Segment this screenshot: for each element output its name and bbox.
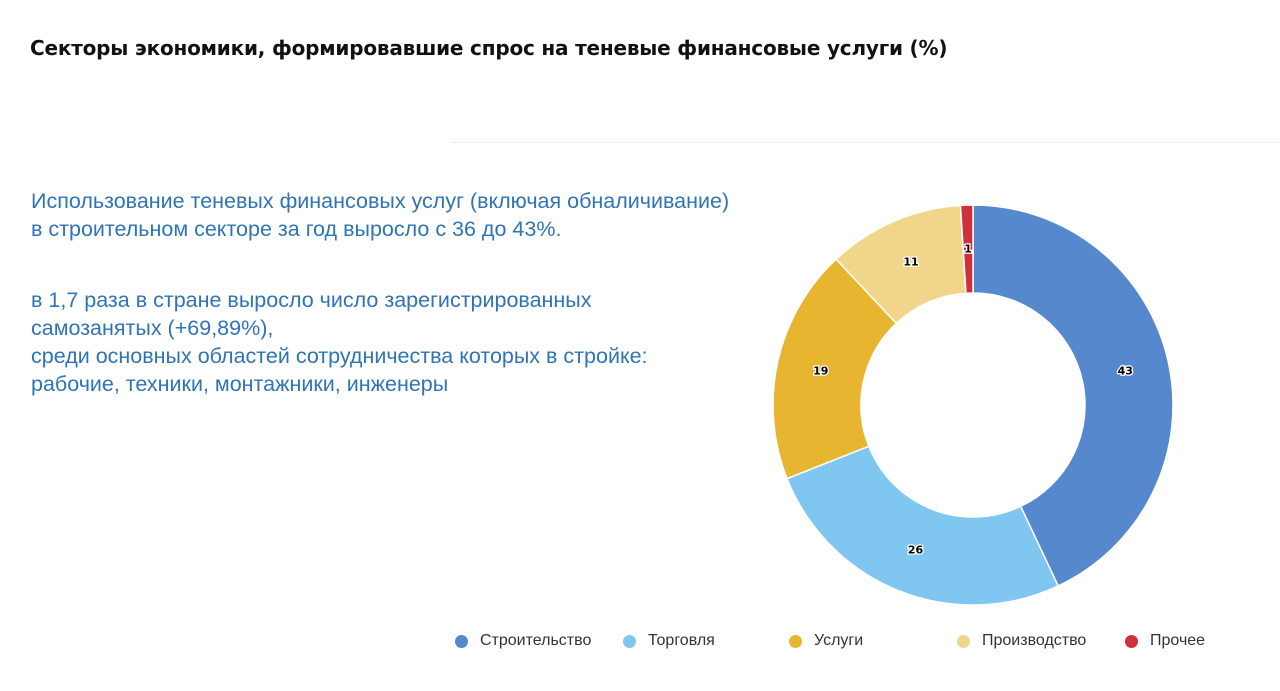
legend-item: Прочее bbox=[1125, 630, 1205, 652]
slice-label: 26 bbox=[908, 544, 924, 557]
slice-1 bbox=[972, 204, 1174, 587]
slice-label: 43 bbox=[1118, 364, 1133, 377]
legend-item: Услуги bbox=[789, 630, 863, 652]
legend-item: Торговля bbox=[623, 630, 715, 652]
legend-dot-icon bbox=[1125, 634, 1138, 648]
legend-label: Торговля bbox=[648, 632, 715, 649]
slice-2 bbox=[786, 445, 1060, 606]
chart-legend: Строительство Торговля Услуги Производство П… bbox=[0, 630, 1280, 654]
text-line: в строительном секторе за год выросло с … bbox=[31, 217, 562, 241]
text-line: среди основных областей сотрудничества к… bbox=[31, 344, 648, 368]
legend-dot-icon bbox=[957, 634, 970, 648]
legend-label: Услуги bbox=[814, 632, 864, 649]
legend-dot-icon bbox=[623, 634, 636, 648]
legend-label: Строительство bbox=[480, 632, 592, 649]
legend-item: Строительство bbox=[455, 630, 591, 652]
text-line: Использование теневых финансовых услуг (… bbox=[31, 189, 730, 213]
legend-label: Производство bbox=[982, 632, 1087, 649]
legend-label: Прочее bbox=[1150, 632, 1206, 649]
legend-dot-icon bbox=[455, 634, 468, 648]
text-line: в 1,7 раза в стране выросло число зареги… bbox=[31, 288, 592, 312]
slice-label: 1 bbox=[964, 243, 972, 256]
divider bbox=[450, 142, 1280, 143]
legend-dot-icon bbox=[789, 634, 802, 648]
text-line: самозанятых (+69,89%), bbox=[31, 316, 274, 340]
slice-5 bbox=[959, 204, 974, 295]
slice-3 bbox=[772, 258, 898, 480]
text-line: рабочие, техники, монтажники, инженеры bbox=[31, 372, 449, 396]
text-block-self-employed: в 1,7 раза в стране выросло число зареги… bbox=[31, 286, 648, 398]
legend-item: Производство bbox=[957, 630, 1086, 652]
page-title: Секторы экономики, формировавшие спрос н… bbox=[30, 36, 948, 60]
text-block-construction: Использование теневых финансовых услуг (… bbox=[31, 187, 729, 243]
slice-label: 19 bbox=[813, 364, 828, 377]
slice-label: 11 bbox=[903, 255, 918, 268]
